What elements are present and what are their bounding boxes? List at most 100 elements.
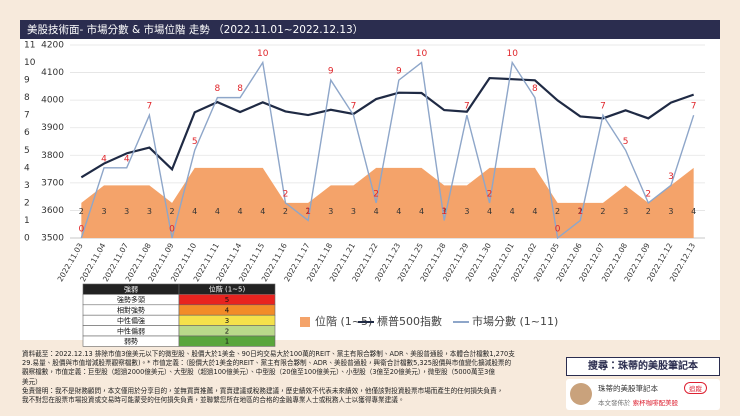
table-text: 相對強勢 — [117, 306, 145, 315]
area-value-label: 4 — [238, 207, 243, 216]
data-label: 10 — [416, 49, 428, 59]
data-label: 1 — [577, 207, 583, 217]
area-value-label: 2 — [283, 207, 288, 216]
chart-title: 美股技術面- 市場分數 & 市場位階 走勢 （2022.11.01~2022.1… — [27, 23, 363, 36]
table-text: 3 — [225, 317, 229, 325]
legend-label: 標普500指數 — [377, 314, 442, 328]
y2-tick-label: 3500 — [41, 234, 64, 244]
data-label: 4 — [124, 154, 130, 164]
data-label: 0 — [555, 225, 561, 235]
data-label: 7 — [691, 102, 697, 112]
area-value-label: 2 — [555, 207, 560, 216]
data-label: 8 — [237, 84, 243, 94]
data-label: 2 — [373, 189, 379, 199]
data-label: 10 — [507, 49, 519, 59]
search-box: 搜尋：珠蒂的美股筆記本 — [566, 357, 720, 376]
area-value-label: 3 — [442, 207, 447, 216]
author-name: 珠蒂的美股筆記本 — [598, 384, 658, 393]
data-label: 10 — [257, 49, 269, 59]
data-label: 9 — [396, 67, 402, 77]
note-line: 美元） — [22, 377, 42, 386]
data-label: 4 — [101, 154, 107, 164]
area-value-label: 2 — [600, 207, 605, 216]
table-cell — [178, 335, 276, 347]
avatar — [570, 383, 592, 405]
area-value-label: 4 — [487, 207, 492, 216]
data-label: 7 — [600, 102, 606, 112]
legend-label: 位階 (1~5) — [315, 314, 372, 328]
y-tick-label: 1 — [24, 216, 30, 226]
table-text: 中性偏強 — [117, 316, 145, 325]
footnote: 資料截至：2022.12.13 排除市值3億美元以下的微型股、股價大於1美金、9… — [22, 350, 557, 405]
area-value-label: 2 — [306, 207, 311, 216]
area-value-label: 3 — [668, 207, 673, 216]
table-text: 強弱 — [124, 286, 138, 294]
data-label: 2 — [487, 189, 493, 199]
table-text: 2 — [225, 327, 229, 335]
y2-tick-label: 3900 — [41, 123, 64, 133]
data-label: 7 — [464, 102, 470, 112]
follow-button[interactable]: 追蹤 — [684, 382, 707, 394]
data-label: 7 — [351, 102, 357, 112]
area-value-label: 4 — [192, 207, 197, 216]
author-card: 珠蒂的美股筆記本 追蹤 本文發佈於 索杯咖啡配美股 — [566, 379, 720, 410]
published-label: 本文發佈於 — [598, 399, 631, 407]
legend-swatch — [300, 317, 310, 327]
data-label: 5 — [192, 137, 198, 147]
note-line: 我不對您在股票市場投資或交易時可能蒙受的任何損失負責，並聯繫您所在地區的合格的金… — [22, 396, 405, 405]
y2-tick-label: 3800 — [41, 151, 64, 161]
area-value-label: 4 — [215, 207, 220, 216]
area — [81, 167, 694, 238]
y-tick-label: 10 — [24, 58, 36, 68]
note-line: 免責聲明：我不是財務顧問，本文僅用於分享目的，並無買賣推薦，買賣建議或稅務建議，… — [22, 386, 504, 395]
area-value-label: 3 — [101, 207, 106, 216]
area-value-label: 4 — [419, 207, 424, 216]
y-tick-label: 0 — [24, 234, 30, 244]
area-value-label: 3 — [124, 207, 129, 216]
data-label: 0 — [169, 225, 175, 235]
area-value-label: 3 — [147, 207, 152, 216]
y-tick-label: 3 — [24, 181, 30, 191]
area-value-label: 4 — [396, 207, 401, 216]
data-label: 9 — [328, 67, 334, 77]
site-link[interactable]: 索杯咖啡配美股 — [632, 399, 679, 407]
area-value-label: 3 — [623, 207, 628, 216]
y2-tick-label: 4000 — [41, 96, 64, 106]
data-label: 1 — [305, 207, 311, 217]
y2-tick-label: 3700 — [41, 178, 64, 188]
data-label: 3 — [668, 172, 674, 182]
data-label: 8 — [215, 84, 221, 94]
data-label: 2 — [283, 189, 289, 199]
data-label: 7 — [147, 102, 153, 112]
table-text: 弱勢 — [124, 337, 138, 346]
area-value-label: 4 — [532, 207, 537, 216]
area-value-label: 3 — [351, 207, 356, 216]
y-tick-label: 4 — [24, 163, 30, 173]
area-value-label: 4 — [260, 207, 265, 216]
area-value-label: 2 — [578, 207, 583, 216]
published: 本文發佈於 索杯咖啡配美股 — [598, 397, 678, 407]
y-tick-label: 6 — [24, 128, 30, 138]
y-tick-label: 11 — [24, 41, 35, 51]
data-label: 1 — [441, 207, 447, 217]
area-value-label: 3 — [464, 207, 469, 216]
note-line: 29.易量、股價與市值增減股票觀察檔數)。* 市值定義：（股價大於1美金的REI… — [22, 359, 512, 368]
data-label: 8 — [532, 84, 538, 94]
area-value-label: 4 — [691, 207, 696, 216]
area-value-label: 2 — [646, 207, 651, 216]
y-tick-label: 9 — [24, 76, 30, 86]
y2-tick-label: 3600 — [41, 206, 64, 216]
table-text: 強勢多頭 — [117, 295, 145, 304]
area-value-label: 2 — [170, 207, 175, 216]
line — [80, 76, 695, 179]
data-label: 5 — [623, 137, 629, 147]
data-label: 0 — [78, 225, 84, 235]
note-line: 資料截至：2022.12.13 排除市值3億美元以下的微型股、股價大於1美金、9… — [22, 350, 515, 358]
table-text: 位階 (1~5) — [209, 285, 246, 294]
y2-tick-label: 4100 — [41, 68, 64, 78]
y-tick-label: 2 — [24, 198, 30, 208]
area-value-label: 4 — [374, 207, 379, 216]
table-text: 中性偏弱 — [117, 326, 145, 335]
